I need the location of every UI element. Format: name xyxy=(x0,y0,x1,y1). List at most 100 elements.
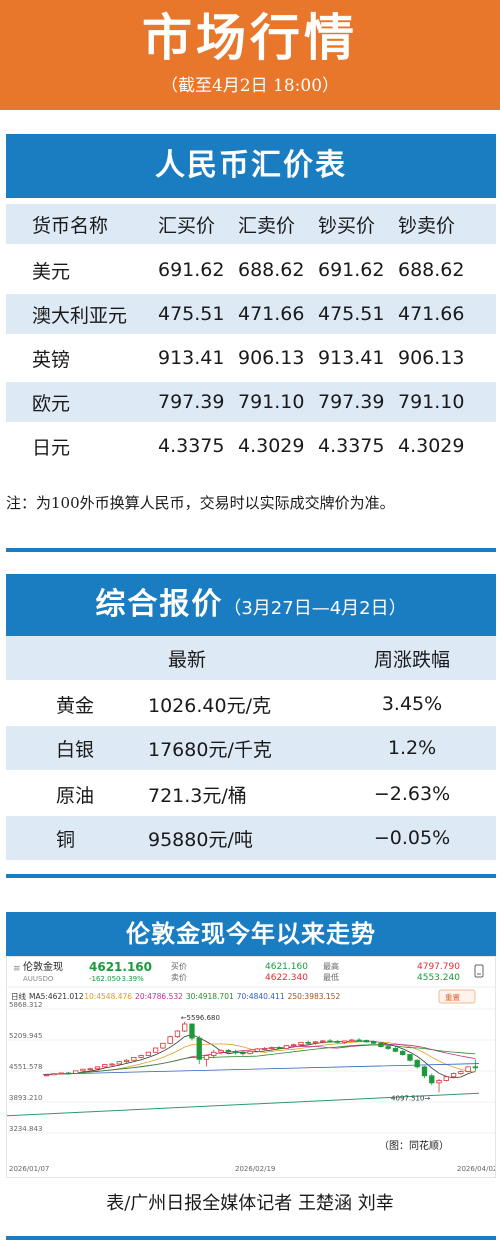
candle xyxy=(240,1052,246,1055)
candle xyxy=(58,1072,64,1075)
candle xyxy=(305,1041,311,1044)
reset-label: 重置 xyxy=(445,993,460,1002)
high-value: 4797.790 xyxy=(417,962,460,972)
candle xyxy=(131,1057,137,1061)
candle xyxy=(80,1068,86,1072)
cash-sell-rate: 471.66 xyxy=(398,303,465,325)
section-divider xyxy=(6,548,496,552)
table-row: 铜 95880元/吨 −0.05% xyxy=(6,816,496,860)
page-title: 市场行情 xyxy=(142,9,358,67)
low-label: 最低 xyxy=(323,972,339,982)
fx-col-cash-sell: 钞卖价 xyxy=(398,214,456,237)
candle xyxy=(87,1068,93,1071)
table-row: 美元 691.62 688.62 691.62 688.62 xyxy=(6,250,496,290)
candle xyxy=(385,1046,391,1049)
currency-name: 澳大利亚元 xyxy=(32,304,128,327)
candle xyxy=(378,1042,384,1047)
candle xyxy=(160,1042,166,1049)
candle xyxy=(138,1055,144,1058)
fx-table-title: 人民币汇价表 xyxy=(155,148,347,183)
chart-panel: ≡ 伦敦金现 AUUSDO 4621.160 -162.050 -3.39% 买… xyxy=(6,956,497,1178)
chart-menu-icon[interactable]: ≡ xyxy=(13,964,21,974)
ma-legend-item: 10:4548.476 xyxy=(84,992,132,1001)
quotes-head-row: 最新 周涨跌幅 xyxy=(6,636,496,680)
x-tick-label: 2026/02/19 xyxy=(235,1165,275,1173)
cash-buy-rate: 4.3375 xyxy=(318,435,385,457)
section-divider xyxy=(6,874,496,878)
y-tick-label: 5209.945 xyxy=(9,1032,42,1040)
cash-buy-rate: 691.62 xyxy=(318,259,385,281)
currency-name: 欧元 xyxy=(32,392,71,415)
table-row: 澳大利亚元 475.51 471.66 475.51 471.66 xyxy=(6,294,496,334)
buy-value: 4621.160 xyxy=(265,962,308,972)
table-row: 白银 17680元/千克 1.2% xyxy=(6,726,496,770)
candle xyxy=(363,1040,370,1043)
quotes-col-latest: 最新 xyxy=(168,648,207,671)
candle xyxy=(94,1066,101,1070)
cash-buy-rate: 913.41 xyxy=(318,347,385,369)
candle xyxy=(51,1073,57,1076)
cash-sell-rate: 688.62 xyxy=(398,259,465,281)
commodity-price: 17680元/千克 xyxy=(148,738,272,761)
y-tick-label: 5868.312 xyxy=(9,1001,42,1009)
sell-rate: 688.62 xyxy=(238,259,305,281)
ma-line xyxy=(42,1063,480,1075)
fx-col-cash-buy: 钞买价 xyxy=(318,214,376,237)
sell-value: 4622.340 xyxy=(265,973,308,983)
candle xyxy=(436,1080,442,1084)
fx-col-currency: 货币名称 xyxy=(32,214,109,237)
x-tick-label: 2026/04/02 xyxy=(457,1165,495,1173)
candle xyxy=(407,1054,413,1061)
candle xyxy=(356,1039,362,1042)
candle xyxy=(174,1030,181,1038)
price-change-pct: -3.39% xyxy=(119,975,144,983)
screen-rotate-icon[interactable] xyxy=(474,964,484,978)
candle xyxy=(414,1059,420,1068)
candle xyxy=(334,1041,340,1043)
last-price: 4621.160 xyxy=(89,960,152,974)
candle xyxy=(465,1066,471,1072)
candle xyxy=(152,1047,159,1053)
candle xyxy=(123,1059,130,1063)
y-tick-label: 4551.578 xyxy=(9,1063,42,1071)
bottom-divider xyxy=(6,1236,496,1240)
table-row: 日元 4.3375 4.3029 4.3375 4.3029 xyxy=(6,426,496,466)
ma-line xyxy=(46,1044,476,1076)
candle xyxy=(429,1075,435,1084)
sell-rate: 471.66 xyxy=(238,303,305,325)
fx-col-sell: 汇卖价 xyxy=(238,214,296,237)
fx-note: 注：为100外币换算人民币，交易时以实际成交牌价为准。 xyxy=(6,494,395,512)
table-row: 英镑 913.41 906.13 913.41 906.13 xyxy=(6,338,496,378)
quotes-header: 综合报价（3月27日—4月2日） xyxy=(6,574,496,636)
reset-button[interactable]: 重置 xyxy=(438,989,476,1004)
fx-col-buy: 汇买价 xyxy=(158,214,216,237)
ma-line xyxy=(46,1041,476,1076)
candle xyxy=(291,1044,297,1047)
candle xyxy=(196,1037,202,1060)
candle xyxy=(73,1070,79,1074)
commodity-change: −2.63% xyxy=(373,783,451,805)
fx-table-head-row: 货币名称 汇买价 汇卖价 钞买价 钞卖价 xyxy=(6,204,496,244)
candle xyxy=(269,1047,275,1049)
cash-sell-rate: 4.3029 xyxy=(398,435,465,457)
commodity-name: 黄金 xyxy=(56,694,95,717)
gold-price-chart: ≡ 伦敦金现 AUUSDO 4621.160 -162.050 -3.39% 买… xyxy=(6,960,497,1173)
candle xyxy=(225,1049,231,1053)
commodity-change: 1.2% xyxy=(387,737,437,759)
currency-name: 日元 xyxy=(32,436,71,459)
sell-rate: 791.10 xyxy=(238,391,305,413)
cash-buy-rate: 797.39 xyxy=(318,391,385,413)
ma-legend-item: 30:4918.701 xyxy=(186,992,234,1001)
candle xyxy=(400,1050,406,1055)
candle xyxy=(65,1072,72,1075)
credit-line: 表/广州日报全媒体记者 王楚涵 刘幸 xyxy=(106,1193,394,1214)
candle xyxy=(450,1073,457,1078)
candle xyxy=(211,1051,217,1056)
candle xyxy=(102,1064,108,1068)
ma-line xyxy=(6,1092,480,1117)
currency-name: 英镑 xyxy=(32,348,71,371)
candle xyxy=(189,1023,195,1039)
y-tick-label: 3893.210 xyxy=(9,1094,42,1102)
commodity-name: 原油 xyxy=(56,784,95,807)
candle xyxy=(341,1040,348,1043)
